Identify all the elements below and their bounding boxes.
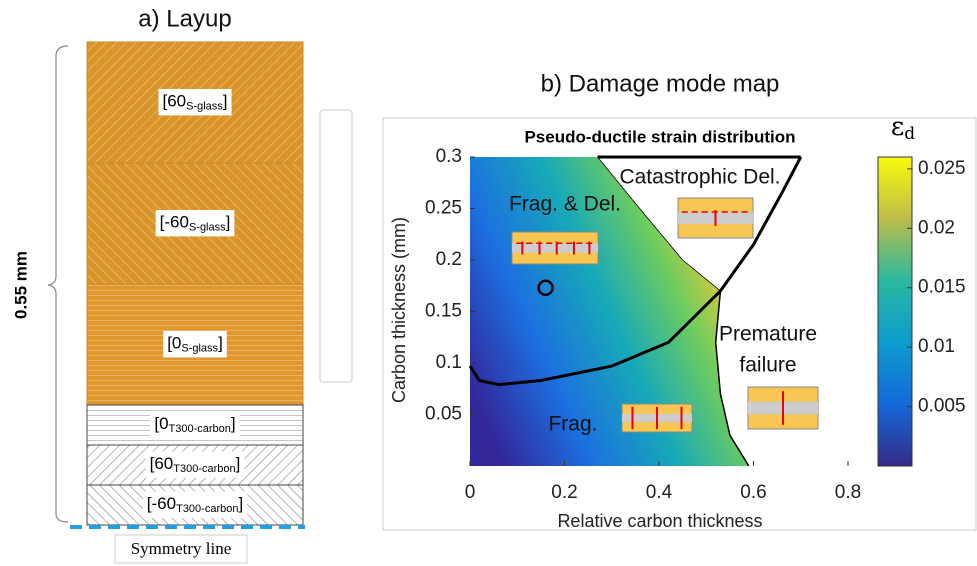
label-sub: S-glass bbox=[186, 100, 223, 112]
thickness-label: 0.55 mm bbox=[11, 251, 30, 319]
colorbar-label: εd bbox=[891, 112, 915, 144]
symmetry-label: Symmetry line bbox=[131, 539, 232, 558]
empty-box bbox=[320, 110, 352, 382]
label-suffix: ] bbox=[231, 414, 236, 433]
label-prefix: [0 bbox=[154, 414, 168, 433]
x-tick-label: 0.2 bbox=[551, 482, 577, 503]
region-label: Frag. bbox=[548, 413, 597, 436]
panel-title: b) Damage mode map bbox=[541, 70, 780, 97]
y-axis-label: Carbon thickness (mm) bbox=[389, 217, 409, 403]
y-tick-label: 0.05 bbox=[425, 404, 462, 425]
label-suffix: ] bbox=[218, 334, 223, 353]
label-prefix: [0 bbox=[167, 334, 181, 353]
label-sub: T300-carbon bbox=[176, 503, 238, 515]
y-tick-label: 0.2 bbox=[436, 249, 462, 270]
icon-core bbox=[512, 243, 598, 253]
y-tick-label: 0.3 bbox=[436, 146, 462, 167]
label-sub: T300-carbon bbox=[173, 463, 235, 475]
region-label: Catastrophic Del. bbox=[619, 166, 780, 189]
x-tick-label: 0.4 bbox=[646, 482, 673, 503]
x-tick-label: 0 bbox=[465, 482, 476, 503]
page: {"layup": {"title": "a) Layup", "thickne… bbox=[0, 0, 977, 566]
region-label: failure bbox=[739, 354, 796, 377]
y-tick-label: 0.1 bbox=[436, 352, 462, 373]
panel-title: a) Layup bbox=[138, 5, 231, 32]
x-tick-label: 0.8 bbox=[835, 482, 861, 503]
y-tick-label: 0.25 bbox=[425, 198, 462, 219]
label-prefix: [60 bbox=[162, 92, 186, 111]
label-suffix: ] bbox=[223, 92, 228, 111]
label-prefix: [-60 bbox=[160, 213, 189, 232]
region-label: Frag. & Del. bbox=[509, 193, 621, 216]
label-prefix: [60 bbox=[150, 454, 174, 473]
y-tick-label: 0.15 bbox=[425, 301, 462, 322]
label-sub: S-glass bbox=[189, 221, 226, 233]
label-suffix: ] bbox=[226, 213, 231, 232]
label-sub: T300-carbon bbox=[169, 423, 231, 435]
label-suffix: ] bbox=[238, 494, 243, 513]
label-sub: d bbox=[904, 124, 915, 144]
region-label: Premature bbox=[719, 323, 817, 346]
colorbar-tick-label: 0.015 bbox=[918, 277, 966, 298]
colorbar-tick-label: 0.005 bbox=[918, 396, 966, 417]
layers: [60S-glass][-60S-glass][0S-glass][0T300-… bbox=[87, 42, 303, 525]
figure: a) Layup 0.55 mm [60S-glass][-60S-glass]… bbox=[0, 0, 977, 566]
brace bbox=[48, 46, 68, 522]
colorbar-tick-label: 0.025 bbox=[918, 158, 966, 179]
label-suffix: ] bbox=[236, 454, 241, 473]
colorbar-tick-label: 0.01 bbox=[918, 336, 955, 357]
plot-title: Pseudo-ductile strain distribution bbox=[524, 127, 795, 146]
colorbar-tick-label: 0.02 bbox=[918, 217, 955, 238]
label-main: ε bbox=[891, 112, 904, 142]
x-tick-label: 0.6 bbox=[740, 482, 766, 503]
plot: 0 0.2 0.4 0.6 0.8 0.05 0.1 0.15 0.2 0.25 0.3 Relati… bbox=[389, 112, 966, 531]
label-prefix: [-60 bbox=[147, 494, 176, 513]
x-axis-label: Relative carbon thickness bbox=[557, 511, 762, 531]
colorbar bbox=[878, 157, 912, 466]
label-sub: S-glass bbox=[181, 342, 218, 354]
